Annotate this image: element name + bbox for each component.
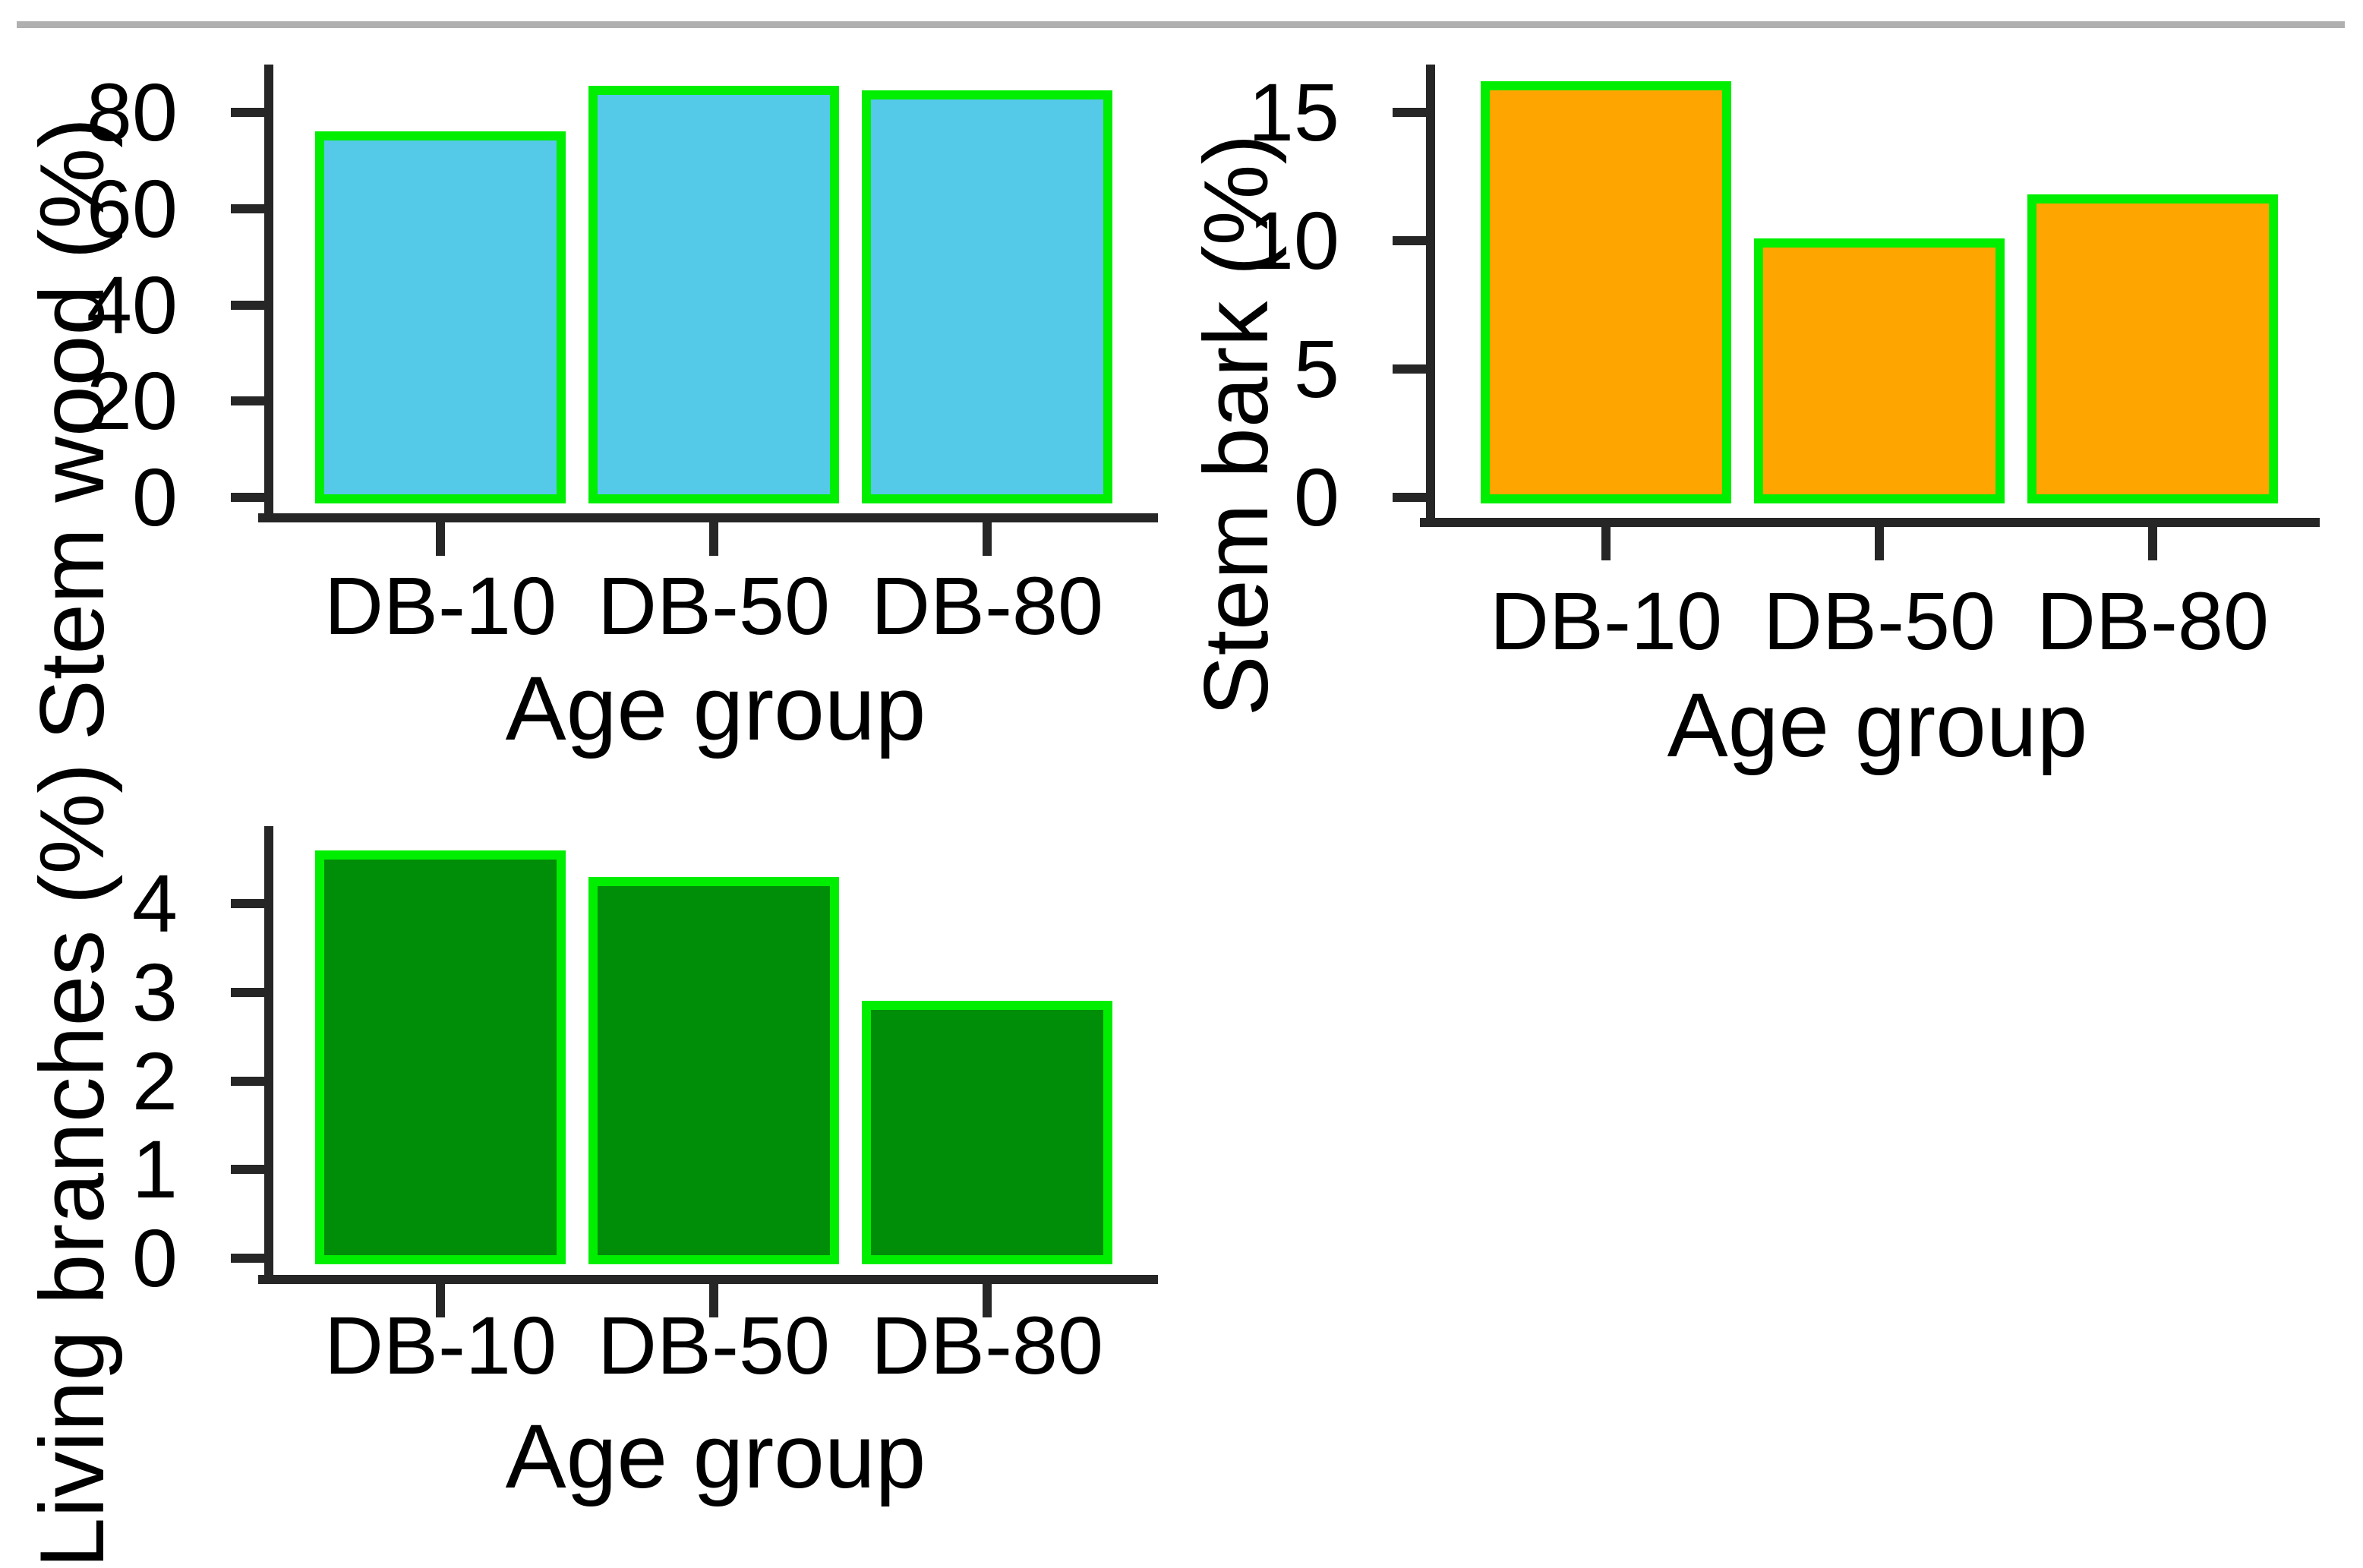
y-tick: [231, 899, 264, 908]
x-tick-label: DB-10: [1489, 575, 1723, 667]
y-tick: [231, 108, 264, 117]
y-tick: [1393, 493, 1426, 502]
y-axis-line: [264, 826, 273, 1284]
bar-DB-10: [1481, 81, 1731, 503]
x-tick: [436, 522, 445, 556]
bar-DB-10: [315, 131, 566, 503]
x-tick-label: DB-50: [597, 1299, 831, 1391]
y-tick: [1393, 236, 1426, 245]
y-tick-label: 15: [1248, 66, 1339, 158]
y-tick: [1393, 108, 1426, 117]
x-axis-title: Age group: [1667, 674, 2088, 776]
y-tick-label: 1: [131, 1123, 178, 1216]
y-tick-label: 2: [131, 1034, 178, 1127]
y-axis-title: Stem wood (%): [21, 117, 123, 741]
bar-DB-80: [862, 1001, 1112, 1264]
y-tick: [231, 1254, 264, 1263]
x-tick: [1875, 527, 1884, 560]
y-tick-label: 4: [131, 857, 178, 949]
y-tick: [231, 1165, 264, 1175]
x-tick: [436, 1284, 445, 1317]
y-tick: [231, 987, 264, 997]
x-tick-label: DB-10: [323, 1299, 557, 1391]
y-axis-title: Living branches (%): [21, 762, 123, 1568]
y-tick-label: 0: [131, 451, 178, 543]
bar-DB-10: [315, 850, 566, 1264]
y-tick-label: 0: [131, 1212, 178, 1304]
x-tick: [709, 1284, 718, 1317]
y-tick: [231, 493, 264, 502]
bar-DB-80: [2027, 194, 2278, 503]
y-tick: [231, 300, 264, 310]
x-tick-label: DB-80: [2036, 575, 2270, 667]
x-axis-line: [258, 1275, 1158, 1284]
y-tick-label: 10: [1248, 194, 1339, 286]
x-tick-label: DB-80: [870, 560, 1104, 651]
x-tick: [2148, 527, 2157, 560]
y-tick: [231, 1076, 264, 1086]
x-axis-line: [1420, 518, 2320, 527]
x-axis-line: [258, 513, 1158, 522]
x-tick: [983, 522, 992, 556]
y-tick-label: 40: [86, 258, 178, 351]
y-axis-line: [1426, 65, 1435, 527]
y-tick-label: 20: [86, 355, 178, 447]
y-axis-title: Stem bark (%): [1185, 134, 1287, 717]
bar-DB-50: [1754, 238, 2005, 503]
x-tick-label: DB-50: [597, 560, 831, 651]
y-tick-label: 80: [86, 66, 178, 158]
x-tick: [709, 522, 718, 556]
y-tick: [231, 396, 264, 406]
y-tick: [1393, 364, 1426, 374]
y-axis-line: [264, 65, 273, 522]
x-tick: [1601, 527, 1611, 560]
x-axis-title: Age group: [505, 1406, 926, 1507]
x-tick-label: DB-10: [323, 560, 557, 651]
x-axis-title: Age group: [505, 658, 926, 759]
y-tick-label: 0: [1293, 451, 1339, 543]
x-tick-label: DB-80: [870, 1299, 1104, 1391]
x-tick-label: DB-50: [1762, 575, 1996, 667]
top-divider-rule: [17, 21, 2345, 28]
x-tick: [983, 1284, 992, 1317]
bar-DB-50: [588, 86, 839, 503]
y-tick-label: 60: [86, 162, 178, 254]
y-tick-label: 3: [131, 945, 178, 1038]
bar-DB-80: [862, 90, 1112, 503]
y-tick-label: 5: [1293, 323, 1339, 415]
y-tick: [231, 203, 264, 213]
bar-DB-50: [588, 876, 839, 1264]
